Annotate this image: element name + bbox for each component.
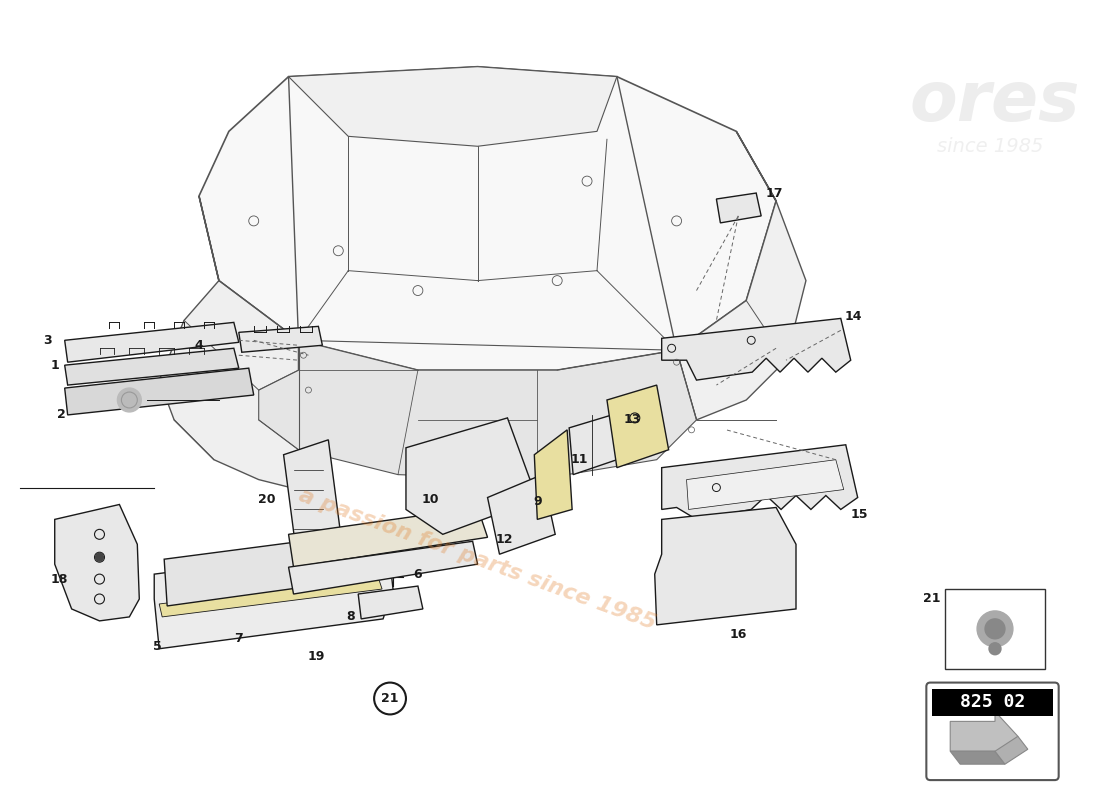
Text: since 1985: since 1985 bbox=[937, 137, 1043, 156]
Polygon shape bbox=[654, 507, 796, 625]
Text: 1: 1 bbox=[51, 358, 59, 372]
Bar bbox=[933, 689, 1053, 717]
Text: 3: 3 bbox=[43, 334, 52, 347]
Circle shape bbox=[986, 619, 1005, 638]
Text: ores: ores bbox=[910, 68, 1080, 135]
Polygon shape bbox=[65, 322, 239, 362]
Text: 13: 13 bbox=[623, 414, 640, 426]
Text: 2: 2 bbox=[57, 409, 66, 422]
Polygon shape bbox=[199, 66, 777, 370]
Polygon shape bbox=[662, 318, 850, 380]
Polygon shape bbox=[359, 586, 422, 619]
Text: 5: 5 bbox=[153, 640, 162, 654]
Text: 14: 14 bbox=[845, 310, 862, 323]
Text: a passion for parts since 1985: a passion for parts since 1985 bbox=[296, 485, 659, 634]
Polygon shape bbox=[950, 711, 1018, 761]
Polygon shape bbox=[288, 66, 617, 146]
Polygon shape bbox=[55, 505, 140, 621]
Text: 21: 21 bbox=[382, 692, 399, 705]
Circle shape bbox=[977, 611, 1013, 646]
Text: 8: 8 bbox=[345, 610, 354, 623]
Polygon shape bbox=[569, 415, 617, 474]
Polygon shape bbox=[65, 348, 239, 385]
Text: 12: 12 bbox=[496, 533, 514, 546]
Polygon shape bbox=[288, 507, 487, 567]
Polygon shape bbox=[716, 193, 761, 223]
Text: 21: 21 bbox=[923, 593, 940, 606]
Polygon shape bbox=[535, 430, 572, 519]
Text: 10: 10 bbox=[421, 493, 439, 506]
Polygon shape bbox=[284, 440, 343, 569]
Polygon shape bbox=[607, 385, 669, 468]
Text: 15: 15 bbox=[851, 508, 868, 521]
Text: 18: 18 bbox=[51, 573, 68, 586]
Polygon shape bbox=[160, 196, 298, 490]
Polygon shape bbox=[662, 445, 858, 519]
Polygon shape bbox=[164, 530, 398, 606]
Text: 11: 11 bbox=[570, 453, 587, 466]
Circle shape bbox=[118, 388, 141, 412]
Polygon shape bbox=[676, 131, 806, 420]
Polygon shape bbox=[154, 544, 393, 649]
Polygon shape bbox=[258, 340, 696, 480]
Polygon shape bbox=[239, 326, 322, 352]
FancyBboxPatch shape bbox=[926, 682, 1058, 780]
Text: 825 02: 825 02 bbox=[960, 694, 1025, 711]
Polygon shape bbox=[288, 542, 477, 594]
Circle shape bbox=[989, 642, 1001, 654]
Text: 16: 16 bbox=[729, 628, 747, 642]
Polygon shape bbox=[996, 736, 1027, 764]
Polygon shape bbox=[950, 751, 1005, 764]
FancyBboxPatch shape bbox=[945, 589, 1045, 669]
Text: 6: 6 bbox=[414, 568, 422, 581]
Text: 17: 17 bbox=[766, 186, 783, 199]
Polygon shape bbox=[686, 460, 844, 510]
Polygon shape bbox=[65, 368, 254, 415]
Polygon shape bbox=[160, 577, 382, 617]
Polygon shape bbox=[487, 474, 556, 554]
Text: 7: 7 bbox=[234, 632, 243, 646]
Text: 20: 20 bbox=[257, 493, 275, 506]
Circle shape bbox=[96, 554, 103, 561]
Text: 19: 19 bbox=[308, 650, 326, 663]
Polygon shape bbox=[406, 418, 537, 534]
Text: 9: 9 bbox=[534, 495, 541, 508]
Text: 4: 4 bbox=[195, 338, 204, 352]
